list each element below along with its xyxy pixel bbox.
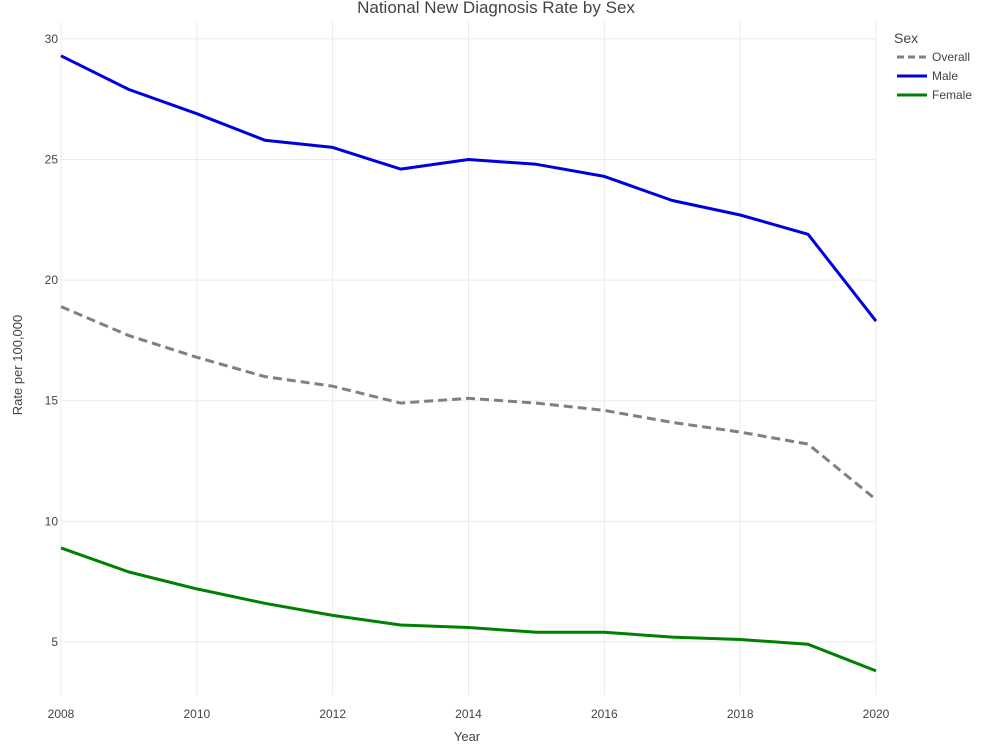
y-axis-label: Rate per 100,000 <box>10 315 25 415</box>
legend-title: Sex <box>894 30 918 46</box>
x-tick-label: 2016 <box>591 707 618 721</box>
x-tick-label: 2010 <box>183 707 210 721</box>
y-tick-label: 20 <box>45 273 59 287</box>
legend-item-male[interactable]: Male <box>897 69 958 83</box>
y-tick-label: 15 <box>45 394 59 408</box>
grid <box>60 22 877 695</box>
x-tick-label: 2008 <box>48 707 75 721</box>
x-tick-label: 2020 <box>863 707 890 721</box>
y-tick-label: 10 <box>45 514 59 528</box>
x-axis-label: Year <box>454 729 481 744</box>
chart-title: National New Diagnosis Rate by Sex <box>357 0 635 17</box>
y-tick-label: 5 <box>51 635 58 649</box>
y-tick-label: 25 <box>45 152 59 166</box>
series-line-female <box>60 546 877 673</box>
legend-label: Overall <box>932 50 970 64</box>
x-tick-label: 2014 <box>455 707 482 721</box>
legend[interactable]: Sex Overall Male Female <box>894 30 972 102</box>
legend-item-overall[interactable]: Overall <box>897 50 970 64</box>
x-axis-ticks: 2008 2010 2012 2014 2016 2018 2020 <box>48 707 890 721</box>
legend-item-female[interactable]: Female <box>897 88 972 102</box>
x-tick-label: 2012 <box>319 707 346 721</box>
y-tick-label: 30 <box>45 32 59 46</box>
y-axis-ticks: 5 10 15 20 25 30 <box>45 32 59 649</box>
series-line-overall <box>60 305 877 501</box>
legend-label: Female <box>932 88 972 102</box>
series-line-male <box>60 54 878 323</box>
series-lines <box>60 54 878 673</box>
legend-label: Male <box>932 69 958 83</box>
x-tick-label: 2018 <box>727 707 754 721</box>
